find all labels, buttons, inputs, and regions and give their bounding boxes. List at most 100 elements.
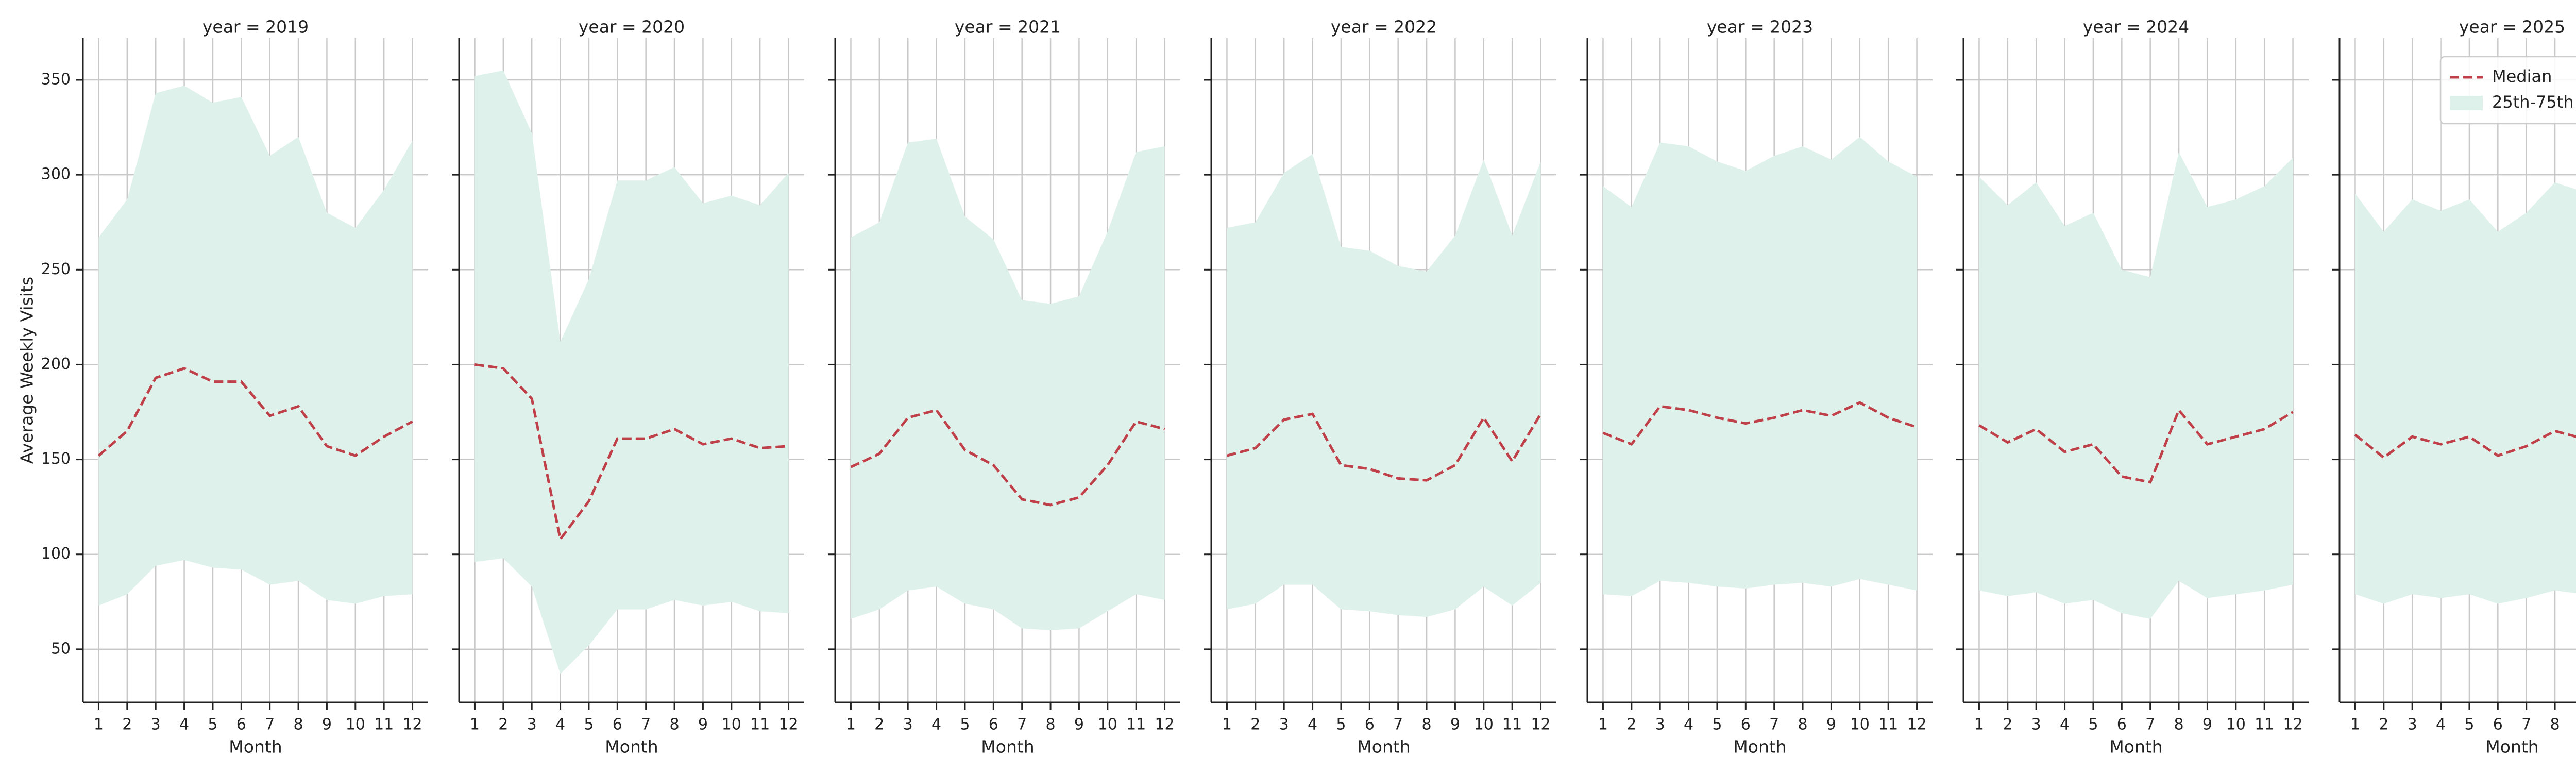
x-tick-label: 10 [346, 716, 365, 734]
x-tick-label: 8 [1798, 716, 1808, 734]
x-tick-label: 10 [1474, 716, 1494, 734]
x-tick-label: 6 [989, 716, 998, 734]
x-tick-label: 11 [374, 716, 394, 734]
panel-title: year = 2019 [202, 17, 309, 37]
panel-title: year = 2024 [2083, 17, 2189, 37]
y-tick-label: 350 [41, 71, 71, 89]
x-tick-label: 4 [1684, 716, 1693, 734]
x-tick-label: 10 [1098, 716, 1117, 734]
percentile-band [2355, 182, 2576, 604]
panel-title: year = 2023 [1707, 17, 1813, 37]
x-tick-label: 11 [1126, 716, 1146, 734]
x-axis-label: Month [229, 737, 282, 757]
x-tick-label: 4 [931, 716, 941, 734]
x-tick-label: 3 [2408, 716, 2417, 734]
x-tick-label: 8 [670, 716, 680, 734]
x-tick-label: 9 [698, 716, 708, 734]
panel-title: year = 2021 [955, 17, 1061, 37]
x-tick-label: 11 [750, 716, 770, 734]
panel-title: year = 2020 [579, 17, 685, 37]
percentile-band [98, 86, 413, 606]
x-tick-label: 10 [1850, 716, 1870, 734]
x-tick-label: 9 [2202, 716, 2212, 734]
x-tick-label: 12 [778, 716, 798, 734]
x-tick-label: 7 [1769, 716, 1779, 734]
x-tick-label: 6 [236, 716, 246, 734]
x-tick-label: 7 [641, 716, 651, 734]
x-tick-label: 3 [1279, 716, 1289, 734]
x-tick-label: 4 [1308, 716, 1317, 734]
x-tick-label: 6 [2493, 716, 2503, 734]
x-tick-label: 1 [1974, 716, 1984, 734]
x-tick-label: 9 [1450, 716, 1460, 734]
x-tick-label: 8 [2174, 716, 2184, 734]
x-tick-label: 8 [1422, 716, 1432, 734]
x-tick-label: 8 [294, 716, 303, 734]
x-tick-label: 2 [1626, 716, 1636, 734]
x-tick-label: 1 [2350, 716, 2360, 734]
x-tick-label: 7 [265, 716, 275, 734]
x-tick-label: 5 [2088, 716, 2098, 734]
x-tick-label: 9 [1074, 716, 1084, 734]
percentile-band [1603, 137, 1917, 596]
x-tick-label: 7 [2145, 716, 2155, 734]
x-tick-label: 12 [2283, 716, 2302, 734]
x-tick-label: 3 [151, 716, 161, 734]
y-tick-label: 100 [41, 545, 71, 563]
x-axis-label: Month [1733, 737, 1786, 757]
x-tick-label: 9 [1826, 716, 1836, 734]
x-tick-label: 3 [1655, 716, 1665, 734]
x-tick-label: 2 [874, 716, 884, 734]
x-tick-label: 2 [2003, 716, 2012, 734]
x-tick-label: 12 [1531, 716, 1550, 734]
percentile-band [851, 139, 1165, 631]
legend-swatch [2450, 96, 2483, 110]
x-tick-label: 5 [2464, 716, 2474, 734]
x-tick-label: 4 [179, 716, 189, 734]
x-tick-label: 11 [2255, 716, 2274, 734]
percentile-band [1227, 154, 1541, 617]
x-tick-label: 6 [1741, 716, 1751, 734]
x-axis-label: Month [605, 737, 658, 757]
y-tick-label: 300 [41, 165, 71, 183]
x-tick-label: 1 [94, 716, 104, 734]
x-tick-label: 3 [527, 716, 537, 734]
x-tick-label: 6 [1365, 716, 1375, 734]
median-line [850, 408, 1165, 507]
median-line [97, 367, 413, 457]
x-tick-label: 5 [960, 716, 970, 734]
x-tick-label: 1 [1222, 716, 1232, 734]
x-tick-label: 7 [2521, 716, 2531, 734]
panel-title: year = 2022 [1331, 17, 1437, 37]
x-tick-label: 2 [1250, 716, 1260, 734]
percentile-band [1979, 152, 2293, 619]
x-tick-label: 5 [584, 716, 594, 734]
median-line [1602, 401, 1918, 446]
x-tick-label: 6 [2117, 716, 2127, 734]
x-tick-label: 6 [613, 716, 622, 734]
x-tick-label: 2 [2379, 716, 2388, 734]
y-tick-label: 250 [41, 260, 71, 278]
x-tick-label: 2 [498, 716, 508, 734]
x-tick-label: 8 [1046, 716, 1056, 734]
median-line [1226, 412, 1542, 482]
x-tick-label: 11 [1502, 716, 1522, 734]
y-tick-label: 150 [41, 450, 71, 468]
x-tick-label: 12 [402, 716, 422, 734]
percentile-band [474, 70, 789, 674]
x-tick-label: 10 [722, 716, 741, 734]
x-tick-label: 7 [1393, 716, 1403, 734]
x-tick-label: 12 [1907, 716, 1926, 734]
median-line [2354, 429, 2576, 460]
x-tick-label: 5 [1336, 716, 1346, 734]
x-tick-label: 4 [555, 716, 565, 734]
x-tick-label: 5 [208, 716, 217, 734]
y-tick-label: 50 [51, 640, 71, 658]
panel-title: year = 2025 [2459, 17, 2565, 37]
x-tick-label: 2 [122, 716, 132, 734]
x-tick-label: 1 [1598, 716, 1608, 734]
legend-label: 25th-75th Percentile [2492, 92, 2576, 112]
y-axis-label: Average Weekly Visits [17, 277, 37, 464]
x-tick-label: 7 [1017, 716, 1027, 734]
